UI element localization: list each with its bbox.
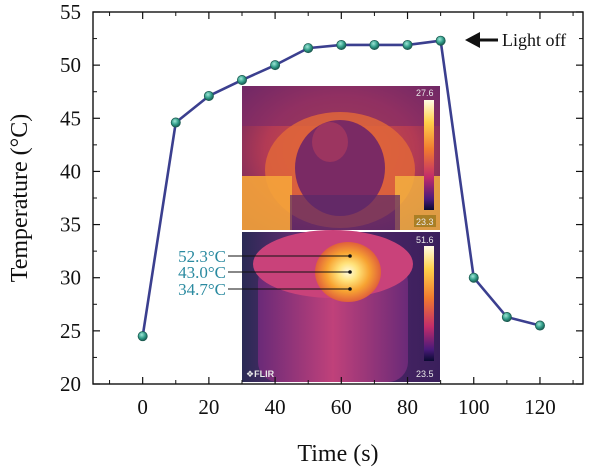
x-tick-label: 40 [265, 395, 286, 419]
annotation-text: Light off [502, 30, 566, 50]
top-scale-min: 23.3 [416, 217, 434, 227]
data-point [402, 39, 413, 50]
bottom-scale-min: 23.5 [416, 369, 434, 379]
data-point [468, 272, 479, 283]
x-tick-label: 80 [397, 395, 418, 419]
data-point [203, 90, 214, 101]
thermal-image-top: 27.6 23.3 [242, 86, 440, 230]
data-point [270, 60, 281, 71]
color-scale-bar [424, 100, 434, 210]
y-axis: 20 25 30 35 40 45 50 55 [60, 0, 583, 396]
data-point [170, 117, 181, 128]
arrow-icon [465, 32, 480, 48]
series-line-group [137, 35, 545, 342]
light-off-annotation: Light off [465, 30, 566, 50]
callouts: 52.3°C 43.0°C 34.7°C [178, 247, 226, 299]
callout-label: 34.7°C [178, 280, 226, 299]
data-point [303, 43, 314, 54]
flir-logo: ❖FLIR [246, 369, 275, 379]
y-tick-label: 55 [60, 0, 81, 24]
thermal-image-bottom: 51.6 23.5 ❖FLIR [228, 230, 440, 382]
y-axis-title: Temperature (°C) [7, 114, 33, 283]
y-tick-label: 25 [60, 319, 81, 343]
y-tick-label: 35 [60, 213, 81, 237]
data-point [435, 35, 446, 46]
data-point [137, 331, 148, 342]
callout-label: 43.0°C [178, 263, 226, 282]
y-tick-label: 50 [60, 53, 81, 77]
x-tick-label: 100 [458, 395, 490, 419]
color-scale-bar [424, 246, 434, 361]
bottom-scale-max: 51.6 [416, 235, 434, 245]
x-tick-label: 60 [331, 395, 352, 419]
data-point [501, 312, 512, 323]
y-tick-label: 40 [60, 159, 81, 183]
y-tick-label: 30 [60, 266, 81, 290]
top-scale-max: 27.6 [416, 88, 434, 98]
callout-label: 52.3°C [178, 247, 226, 266]
x-tick-label: 20 [198, 395, 219, 419]
x-tick-label: 120 [524, 395, 556, 419]
data-point [336, 39, 347, 50]
data-point [369, 39, 380, 50]
x-tick-label: 0 [137, 395, 148, 419]
x-axis-title: Time (s) [297, 441, 378, 467]
y-tick-label: 45 [60, 106, 81, 130]
y-tick-label: 20 [60, 372, 81, 396]
data-point [534, 320, 545, 331]
data-point [236, 75, 247, 86]
x-axis: 0 20 40 60 80 100 120 [109, 12, 574, 419]
